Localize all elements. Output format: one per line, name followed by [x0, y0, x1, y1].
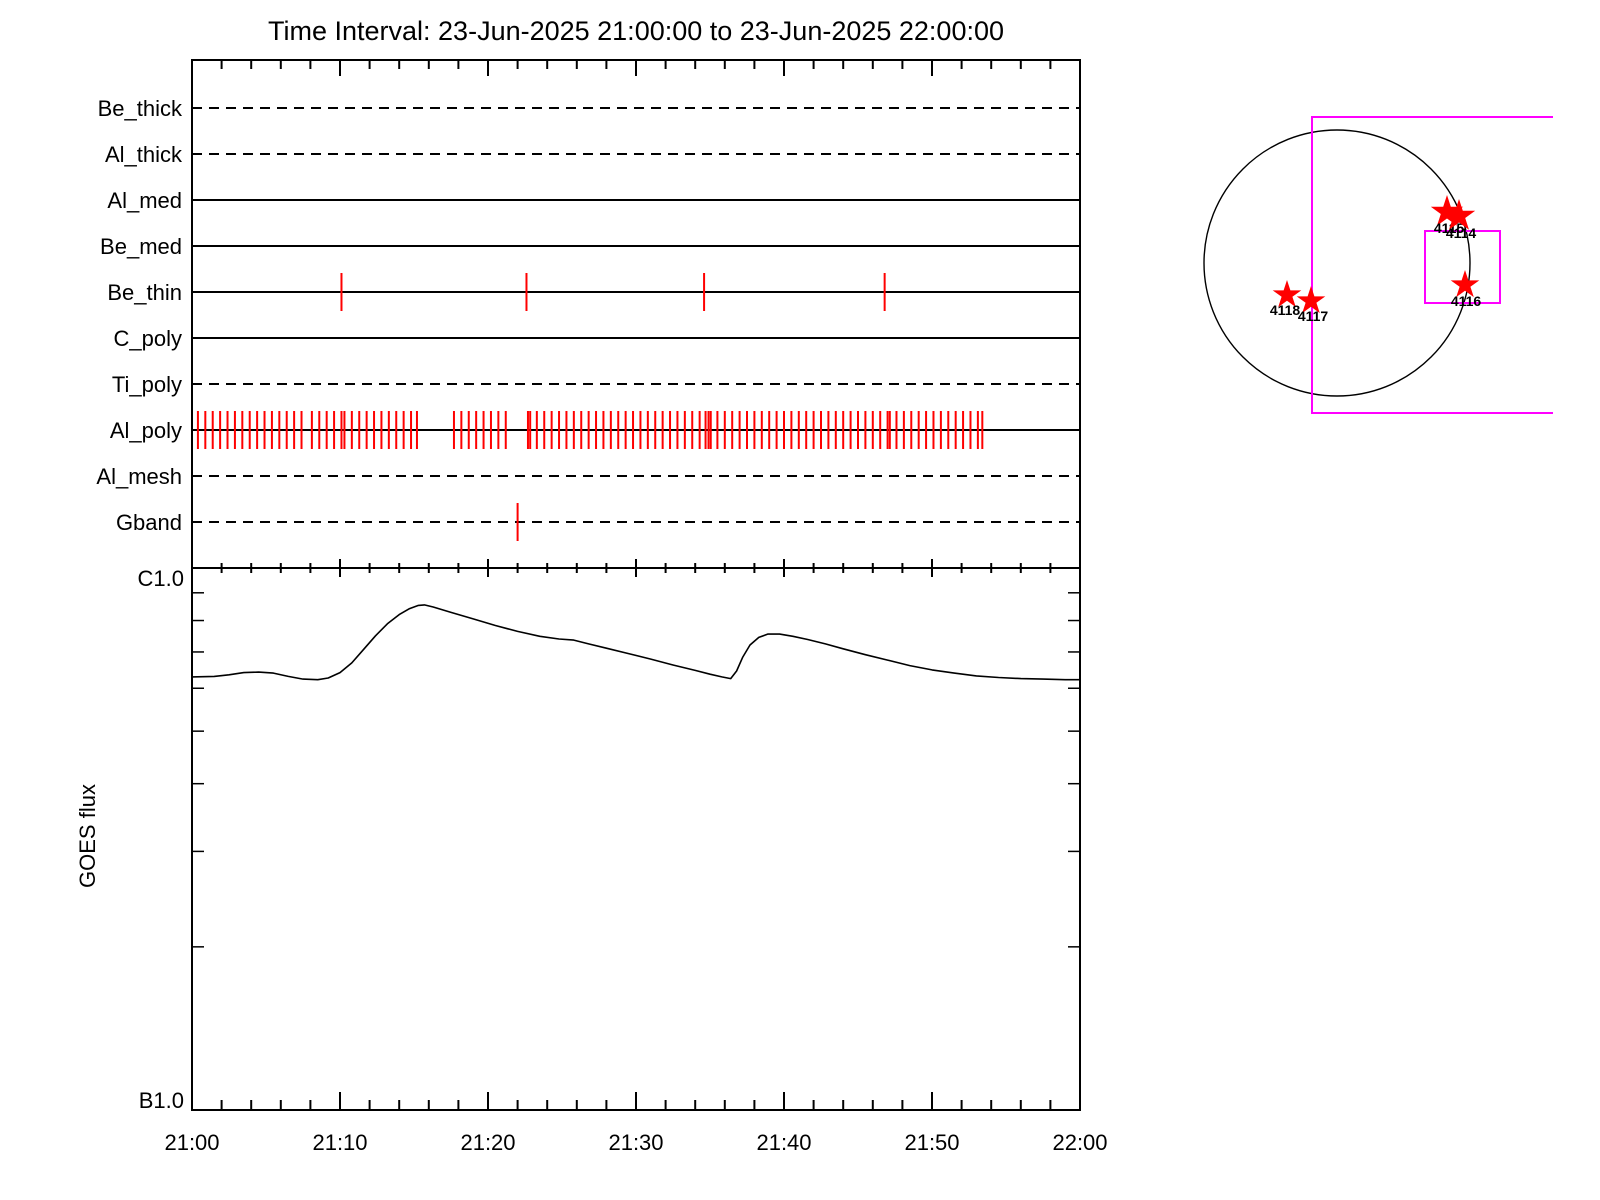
- goes-x-tick-label: 21:40: [756, 1130, 811, 1155]
- goes-x-tick-label: 22:00: [1052, 1130, 1107, 1155]
- goes-x-tick-label: 21:20: [460, 1130, 515, 1155]
- filter-row-label: Ti_poly: [112, 372, 182, 397]
- flare-star-marker: [1442, 199, 1476, 230]
- goes-flux-curve: [191, 604, 1080, 681]
- filter-row-label: Be_thick: [98, 96, 183, 121]
- filter-row-label: Be_med: [100, 234, 182, 259]
- filter-row-label: Be_thin: [107, 280, 182, 305]
- goes-x-tick-label: 21:50: [904, 1130, 959, 1155]
- flare-number-label: 4117: [1298, 308, 1329, 324]
- filter-row-label: Al_thick: [105, 142, 183, 167]
- flare-star-marker: [1450, 270, 1480, 298]
- goes-x-tick-label: 21:00: [164, 1130, 219, 1155]
- timeline-frame: [191, 59, 1081, 569]
- filter-row-label: C_poly: [114, 326, 182, 351]
- small-fov-box: [1424, 230, 1501, 304]
- goes-frame: [191, 567, 1081, 1111]
- goes-x-tick-label: 21:10: [312, 1130, 367, 1155]
- goes-flux-panel: 21:00 21:10 21:20 21:30 21:40 21:50 22:00 C1.0 B…: [75, 566, 1108, 1155]
- filter-row-label: Gband: [116, 510, 182, 535]
- filter-row-label: Al_med: [107, 188, 182, 213]
- flare-number-label: 4118: [1270, 302, 1301, 318]
- page-title: Time Interval: 23-Jun-2025 21:00:00 to 2…: [268, 16, 1004, 46]
- solar-limb-circle: [1203, 129, 1471, 397]
- goes-x-tick-label: 21:30: [608, 1130, 663, 1155]
- flare-star-marker: [1272, 280, 1302, 308]
- flare-number-label: 4114: [1446, 225, 1477, 241]
- goes-y-bottom-label: B1.0: [139, 1088, 184, 1113]
- filter-row-label: Al_poly: [110, 418, 182, 443]
- goes-ylabel: GOES flux: [75, 784, 100, 888]
- flare-star-marker: [1296, 286, 1326, 314]
- flare-star-marker: [1430, 195, 1464, 226]
- goes-y-top-label: C1.0: [138, 566, 184, 591]
- large-fov-box: [1311, 116, 1553, 414]
- filter-row-label: Al_mesh: [96, 464, 182, 489]
- flare-number-label: 4116: [1451, 293, 1482, 309]
- filter-timeline-panel: Be_thick Al_thick Al_med Be_med Be_thin C_pol…: [96, 59, 1081, 577]
